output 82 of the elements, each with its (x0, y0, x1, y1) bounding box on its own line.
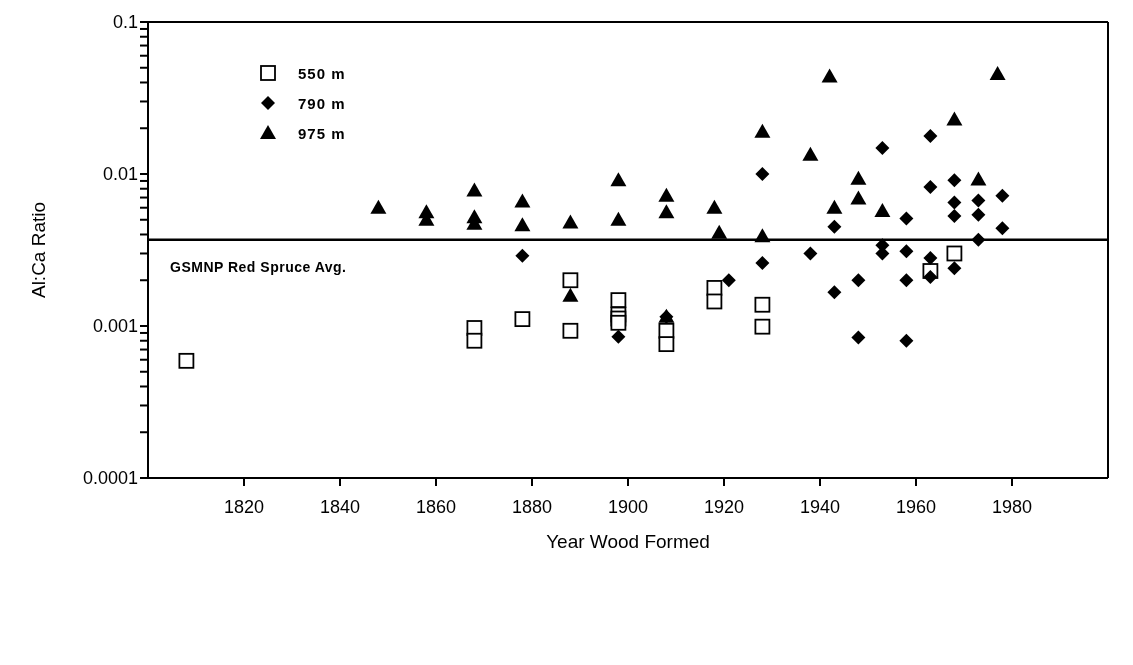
point (515, 248, 530, 263)
point (178, 352, 195, 369)
point (754, 318, 771, 335)
point (874, 203, 891, 218)
point (755, 167, 770, 181)
point (923, 270, 938, 285)
point (827, 219, 842, 234)
point (875, 141, 890, 156)
y-tick-label: 0.001 (92, 316, 138, 337)
point (706, 293, 723, 310)
x-axis-title: Year Wood Formed (546, 531, 710, 552)
point (971, 193, 986, 208)
x-tick-label: 1940 (799, 496, 841, 517)
point (850, 170, 867, 185)
point (754, 228, 771, 243)
ref-line-label: GSMNP Red Spruce Avg. (170, 258, 347, 275)
point (803, 246, 818, 261)
point (711, 224, 728, 239)
legend-label: 790 m (298, 94, 346, 112)
point (721, 273, 736, 288)
x-tick-label: 1840 (319, 496, 361, 517)
point (947, 208, 962, 223)
point (514, 193, 531, 208)
point (562, 214, 579, 229)
point (851, 273, 866, 288)
point (610, 172, 627, 187)
y-tick-label: 0.1 (112, 12, 138, 33)
y-tick-label: 0.0001 (82, 468, 138, 489)
point (658, 336, 675, 353)
point (827, 285, 842, 300)
point (754, 296, 771, 313)
point (946, 245, 963, 262)
point (610, 211, 627, 226)
legend-label: 975 m (298, 124, 346, 142)
point (899, 273, 914, 288)
point (970, 171, 987, 186)
point (923, 180, 938, 195)
y-axis-title: Al:Ca Ratio (27, 201, 49, 299)
x-tick-label: 1960 (895, 496, 937, 517)
x-tick-label: 1880 (511, 496, 553, 517)
x-tick-label: 1980 (991, 496, 1033, 517)
point (850, 190, 867, 205)
point (971, 207, 986, 222)
x-tick-label: 1820 (223, 496, 265, 517)
point (826, 199, 843, 214)
y-tick-label: 0.01 (102, 164, 138, 185)
point (610, 314, 627, 331)
point (755, 255, 770, 270)
point (514, 311, 531, 328)
point (989, 65, 1006, 80)
point (899, 211, 914, 226)
point (562, 322, 579, 339)
point (370, 199, 387, 214)
point (706, 199, 723, 214)
point (971, 232, 986, 247)
point (514, 217, 531, 232)
point (658, 204, 675, 219)
point (946, 111, 963, 126)
point (821, 68, 838, 83)
point (947, 195, 962, 210)
point (923, 251, 938, 266)
point (899, 333, 914, 348)
point (851, 330, 866, 345)
x-tick-label: 1860 (415, 496, 457, 517)
point (466, 332, 483, 349)
point (658, 187, 675, 202)
point (610, 292, 627, 309)
point (562, 272, 579, 289)
point (899, 244, 914, 259)
point (923, 128, 938, 143)
point (562, 287, 579, 302)
point (995, 188, 1010, 203)
point (754, 123, 771, 138)
point (947, 173, 962, 188)
point (802, 146, 819, 161)
point (611, 329, 626, 344)
x-tick-label: 1920 (703, 496, 745, 517)
point (466, 182, 483, 197)
legend-label: 550 m (298, 64, 346, 82)
point (947, 261, 962, 276)
point (995, 221, 1010, 236)
x-tick-label: 1900 (607, 496, 649, 517)
